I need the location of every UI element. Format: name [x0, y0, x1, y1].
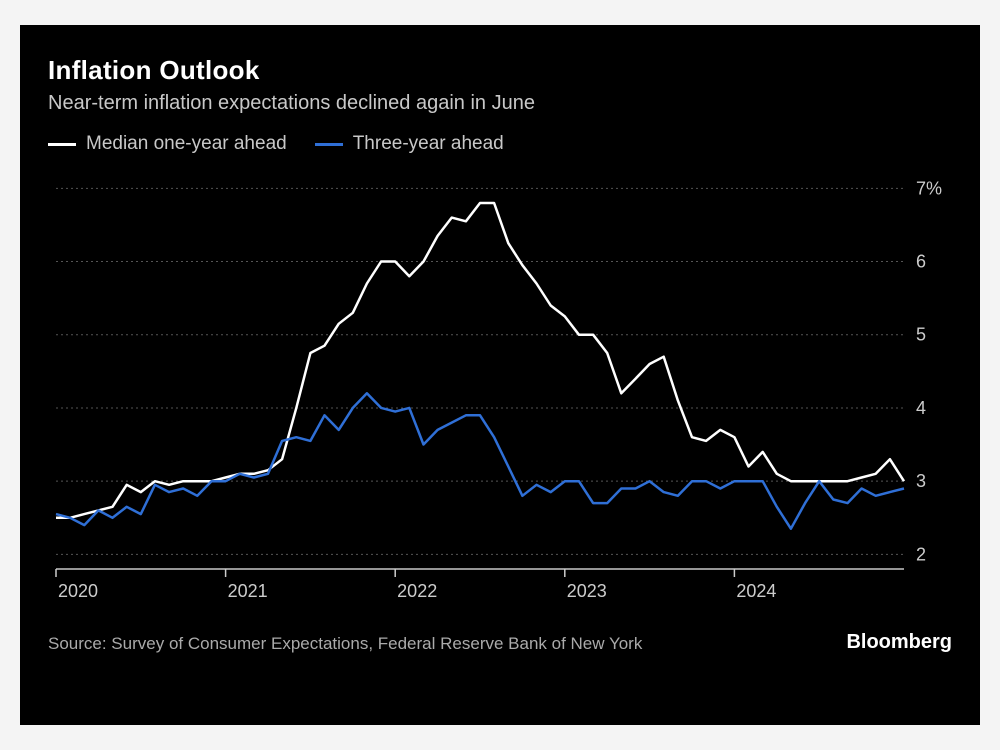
svg-text:2020: 2020: [58, 581, 98, 601]
legend-label-1: Median one-year ahead: [86, 133, 287, 155]
svg-text:2: 2: [916, 544, 926, 564]
svg-text:6: 6: [916, 252, 926, 272]
legend-swatch-1: [48, 143, 76, 146]
plot-area: 2 3 4 5 6 7% 2020 2021 2022 2023 2024: [48, 173, 952, 613]
svg-text:3: 3: [916, 471, 926, 491]
svg-text:2023: 2023: [567, 581, 607, 601]
legend-item-1: Median one-year ahead: [48, 133, 287, 155]
svg-text:4: 4: [916, 398, 926, 418]
svg-text:5: 5: [916, 325, 926, 345]
svg-text:2021: 2021: [228, 581, 268, 601]
plot-svg: 2 3 4 5 6 7% 2020 2021 2022 2023 2024: [48, 173, 952, 613]
chart-card: Inflation Outlook Near-term inflation ex…: [20, 25, 980, 725]
svg-text:2024: 2024: [736, 581, 776, 601]
legend: Median one-year ahead Three-year ahead: [48, 133, 952, 155]
legend-label-2: Three-year ahead: [353, 133, 504, 155]
legend-item-2: Three-year ahead: [315, 133, 504, 155]
brand-text: Bloomberg: [846, 631, 952, 654]
chart-subtitle: Near-term inflation expectations decline…: [48, 92, 952, 115]
footer: Source: Survey of Consumer Expectations,…: [48, 631, 952, 654]
svg-text:7%: 7%: [916, 178, 942, 198]
chart-title: Inflation Outlook: [48, 55, 952, 86]
legend-swatch-2: [315, 143, 343, 146]
source-text: Source: Survey of Consumer Expectations,…: [48, 634, 642, 654]
svg-text:2022: 2022: [397, 581, 437, 601]
